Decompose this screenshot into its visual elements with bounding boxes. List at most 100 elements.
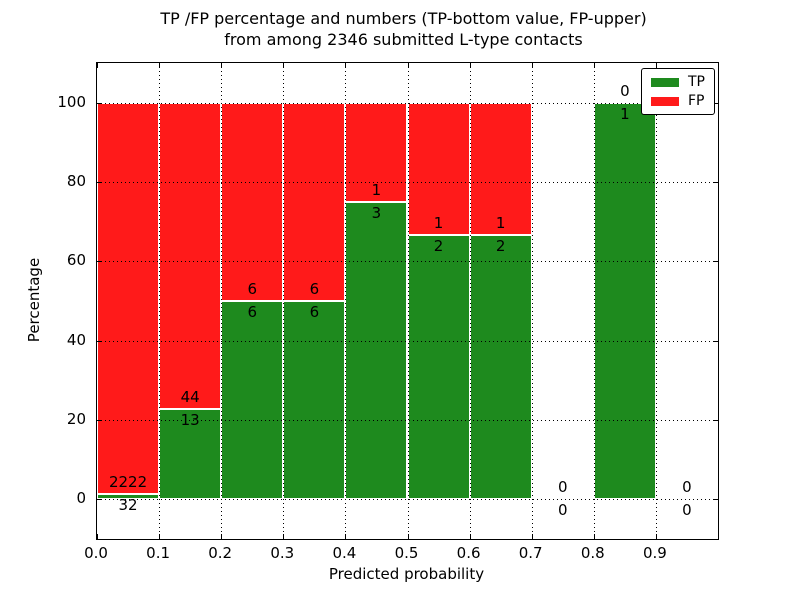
- bar-fp-segment: [283, 102, 346, 301]
- x-tick-mark: [283, 534, 285, 539]
- x-tick-label: 0.5: [394, 544, 419, 562]
- x-tick-mark: [221, 534, 223, 539]
- x-tick-mark: [469, 63, 471, 68]
- x-tick-mark: [345, 534, 347, 539]
- x-tick-label: 0.3: [270, 544, 295, 562]
- bar-fp-segment: [345, 102, 408, 202]
- bar-fp-segment: [97, 102, 160, 494]
- bar-tp-segment: [97, 493, 160, 500]
- tp-count-label: 1: [620, 104, 630, 123]
- fp-count-label: 1: [495, 213, 506, 232]
- x-tick-mark: [593, 534, 595, 539]
- legend-label-tp: TP: [688, 74, 705, 90]
- y-tick-mark: [713, 261, 718, 263]
- y-tick-mark: [97, 261, 102, 263]
- x-tick-mark: [655, 534, 657, 539]
- bar-fp-segment: [159, 102, 222, 409]
- chart-title-line1: TP /FP percentage and numbers (TP-bottom…: [160, 9, 647, 28]
- chart-title: TP /FP percentage and numbers (TP-bottom…: [90, 8, 717, 50]
- bar-tp-segment: [221, 301, 284, 500]
- x-tick-mark: [159, 534, 161, 539]
- x-tick-label: 0.0: [84, 544, 108, 562]
- x-tick-mark: [593, 63, 595, 68]
- fp-count-label: 6: [247, 280, 258, 298]
- y-tick-label: 0: [76, 489, 86, 508]
- x-tick-mark: [97, 63, 98, 68]
- y-tick-mark: [713, 340, 718, 342]
- bar-tp-segment: [469, 234, 532, 500]
- fp-count-label: 1: [433, 213, 444, 232]
- y-tick-label: 20: [66, 410, 86, 428]
- x-axis-label: Predicted probability: [328, 565, 485, 583]
- y-tick-mark: [97, 340, 102, 342]
- fp-count-label: 0: [620, 81, 630, 100]
- v-gridline: [593, 63, 595, 539]
- y-tick-mark: [97, 499, 102, 501]
- tp-count-label: 0: [682, 501, 692, 520]
- y-tick-label: 80: [66, 172, 86, 190]
- x-tick-mark: [159, 63, 161, 68]
- y-tick-mark: [97, 420, 102, 421]
- legend-label-fp: FP: [688, 93, 705, 109]
- fp-count-label: 0: [557, 478, 568, 497]
- fp-count-label: 1: [371, 180, 382, 199]
- x-tick-label: 0.6: [456, 544, 481, 562]
- y-tick-mark: [713, 499, 718, 501]
- x-tick-mark: [655, 63, 657, 68]
- v-gridline: [345, 63, 347, 539]
- tp-count-label: 13: [180, 410, 200, 429]
- x-tick-label: 0.1: [146, 544, 171, 562]
- y-tick-label: 60: [66, 251, 86, 270]
- legend-row: TP: [651, 75, 705, 89]
- v-gridline: [469, 63, 471, 539]
- y-tick-mark: [713, 182, 718, 183]
- y-tick-mark: [713, 102, 718, 104]
- fp-count-label: 44: [180, 387, 200, 406]
- x-tick-mark: [221, 63, 223, 68]
- fp-count-label: 2222: [108, 472, 148, 491]
- fp-count-label: 0: [682, 478, 692, 497]
- x-tick-label: 0.2: [208, 544, 233, 562]
- y-axis-label: Percentage: [25, 257, 43, 343]
- legend-swatch-tp: [651, 77, 679, 87]
- chart-title-line2: from among 2346 submitted L-type contact…: [224, 30, 583, 49]
- v-gridline: [283, 63, 285, 539]
- bar-tp-segment: [593, 102, 656, 500]
- tp-count-label: 32: [118, 495, 138, 514]
- bar-tp-segment: [159, 408, 222, 500]
- plot-area: 2222 32 44 13 6 6 6 6 1 3 1 2 1 2 0 0 0 1 0 0 TP FP: [96, 62, 719, 540]
- x-tick-mark: [531, 534, 533, 539]
- x-tick-mark: [283, 63, 285, 68]
- tp-count-label: 0: [557, 501, 568, 520]
- v-gridline: [221, 63, 223, 539]
- bar-tp-segment: [407, 234, 470, 500]
- v-gridline: [531, 63, 533, 539]
- v-gridline: [159, 63, 161, 539]
- v-gridline: [407, 63, 409, 539]
- legend-swatch-fp: [651, 96, 679, 106]
- tp-count-label: 6: [247, 303, 258, 321]
- y-tick-label: 100: [57, 92, 86, 111]
- tp-count-label: 3: [371, 203, 382, 222]
- x-tick-mark: [531, 63, 533, 68]
- legend-row: FP: [651, 94, 705, 108]
- x-tick-mark: [345, 63, 347, 68]
- x-tick-mark: [469, 534, 471, 539]
- y-tick-mark: [97, 182, 102, 183]
- fp-count-label: 6: [309, 280, 320, 298]
- tp-count-label: 6: [309, 303, 320, 321]
- tp-count-label: 2: [495, 236, 506, 255]
- x-tick-label: 0.9: [642, 544, 667, 562]
- y-tick-mark: [713, 420, 718, 421]
- x-tick-mark: [407, 63, 409, 68]
- x-tick-label: 0.8: [580, 544, 605, 562]
- bar-tp-segment: [345, 201, 408, 500]
- legend: TP FP: [641, 68, 715, 115]
- x-tick-label: 0.4: [332, 544, 357, 562]
- x-tick-mark: [407, 534, 409, 539]
- y-tick-mark: [97, 102, 102, 104]
- bar-tp-segment: [283, 301, 346, 500]
- tp-count-label: 2: [433, 236, 444, 255]
- bar-fp-segment: [221, 102, 284, 301]
